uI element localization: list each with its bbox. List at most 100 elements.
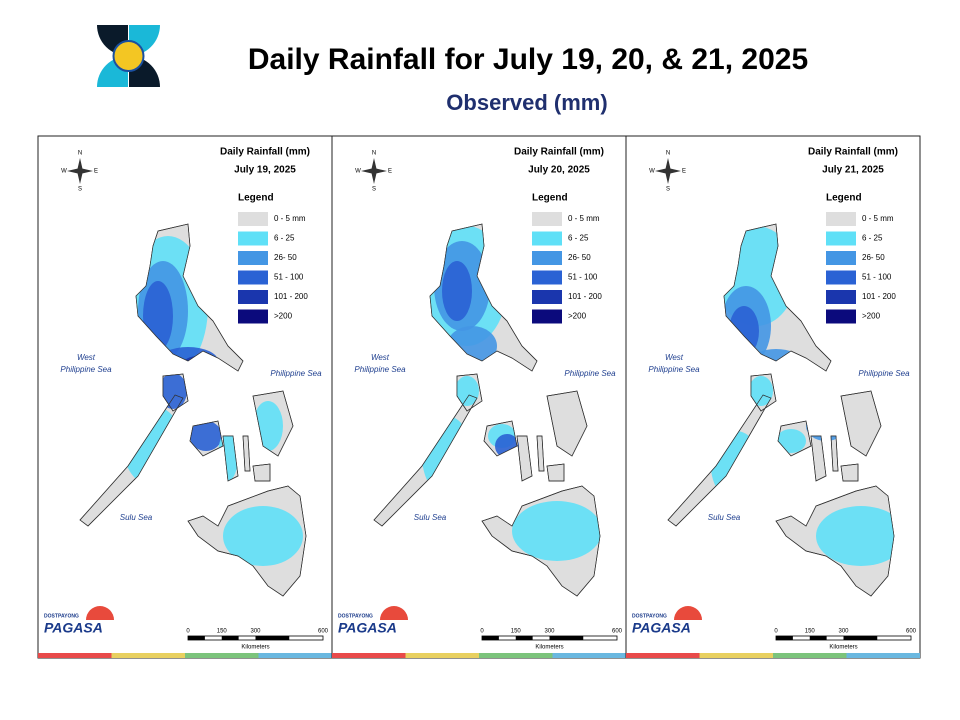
sea-label: Sulu Sea [708, 513, 741, 522]
map-panels: Daily Rainfall (mm) July 19, 2025 N S W E Lege… [37, 135, 921, 659]
compass-n: N [666, 151, 670, 157]
compass-rose [361, 158, 387, 184]
legend-label: 6 - 25 [862, 234, 883, 243]
legend-swatch [532, 212, 562, 226]
legend-swatch [238, 309, 268, 324]
scale-segment [482, 636, 499, 640]
legend-swatch [532, 231, 562, 246]
color-stripe [111, 653, 185, 658]
legend-label: 6 - 25 [274, 234, 295, 243]
legend-swatch [826, 231, 856, 246]
map-panel: Daily Rainfall (mm) July 21, 2025 N S W E Lege… [625, 135, 921, 659]
legend-label: 6 - 25 [568, 234, 589, 243]
legend-title: Legend [238, 193, 274, 204]
scale-tick-label: 600 [906, 629, 917, 635]
sea-label: Philippine Sea [270, 369, 322, 378]
sea-label: Philippine Sea [564, 369, 616, 378]
panel-title: Daily Rainfall (mm) [808, 147, 898, 158]
legend-swatch [238, 212, 268, 226]
panel-date: July 19, 2025 [234, 165, 296, 176]
scale-tick-label: 150 [805, 629, 816, 635]
scale-segment [776, 636, 793, 640]
sea-label: West [371, 353, 390, 362]
legend-label: 0 - 5 mm [274, 214, 306, 223]
color-stripe [38, 653, 112, 658]
logo-small: DOST [632, 613, 646, 619]
legend-swatch [238, 251, 268, 265]
compass-s: S [78, 187, 82, 193]
legend-label: 26- 50 [862, 253, 885, 262]
legend-swatch [532, 309, 562, 324]
map-panel: Daily Rainfall (mm) July 20, 2025 N S W E Lege… [331, 135, 627, 659]
color-stripe [552, 653, 626, 658]
panel-date: July 21, 2025 [822, 165, 884, 176]
slide-subtitle: Observed (mm) [446, 90, 607, 115]
scale-segment [188, 636, 205, 640]
legend-swatch [826, 251, 856, 265]
scale-tick-label: 300 [250, 629, 261, 635]
logo-name: PAGASA [338, 620, 397, 636]
legend-swatch [532, 270, 562, 285]
panel-date: July 20, 2025 [528, 165, 590, 176]
panel-title: Daily Rainfall (mm) [220, 147, 310, 158]
scale-tick-label: 150 [217, 629, 228, 635]
compass-s: S [666, 187, 670, 193]
rain-area [190, 421, 222, 451]
legend-swatch [532, 251, 562, 265]
color-stripe [332, 653, 406, 658]
legend-swatch [826, 290, 856, 304]
legend-label: 0 - 5 mm [568, 214, 600, 223]
color-stripe [626, 653, 700, 658]
scale-segment [549, 636, 584, 640]
panel-title: Daily Rainfall (mm) [514, 147, 604, 158]
scale-tick-label: 600 [612, 629, 623, 635]
color-stripe [846, 653, 920, 658]
rain-area [442, 261, 472, 321]
logo-small: DOST [338, 613, 352, 619]
coastline [667, 223, 895, 597]
legend-swatch [826, 270, 856, 285]
legend-label: 51 - 100 [274, 273, 304, 282]
map-panel: Daily Rainfall (mm) July 19, 2025 N S W E Lege… [37, 135, 333, 659]
legend-label: 51 - 100 [862, 273, 892, 282]
rain-area [455, 376, 479, 406]
compass-e: E [388, 169, 392, 175]
legend-label: 51 - 100 [568, 273, 598, 282]
rain-area [749, 376, 773, 406]
sea-label: Philippine Sea [648, 365, 700, 374]
scale-segment [515, 636, 533, 640]
compass-w: W [649, 169, 655, 175]
color-stripe [185, 653, 259, 658]
scale-unit: Kilometers [535, 645, 563, 651]
scale-tick-label: 300 [838, 629, 849, 635]
compass-w: W [355, 169, 361, 175]
slide-title: Daily Rainfall for July 19, 20, & 21, 20… [248, 43, 808, 76]
legend-label: 0 - 5 mm [862, 214, 894, 223]
scale-tick-label: 0 [480, 629, 484, 635]
compass-n: N [372, 151, 376, 157]
logo-umbrella [674, 606, 702, 620]
logo-name: PAGASA [44, 620, 103, 636]
rain-area [512, 501, 600, 561]
agency-logo [97, 25, 160, 87]
sea-label: Sulu Sea [120, 513, 153, 522]
legend-label: 26- 50 [568, 253, 591, 262]
rain-area [223, 506, 303, 566]
compass-n: N [78, 151, 82, 157]
scale-segment [255, 636, 290, 640]
scale-unit: Kilometers [829, 645, 857, 651]
legend-swatch [532, 290, 562, 304]
scale-tick-label: 300 [544, 629, 555, 635]
compass-e: E [94, 169, 98, 175]
legend-swatch [826, 309, 856, 324]
sea-label: Philippine Sea [858, 369, 910, 378]
logo-top: PAYONG [646, 613, 667, 619]
logo-top: PAYONG [352, 613, 373, 619]
color-stripe [699, 653, 773, 658]
compass-rose [67, 158, 93, 184]
legend-label: >200 [568, 312, 587, 321]
color-stripe [405, 653, 479, 658]
compass-w: W [61, 169, 67, 175]
compass-rose [655, 158, 681, 184]
